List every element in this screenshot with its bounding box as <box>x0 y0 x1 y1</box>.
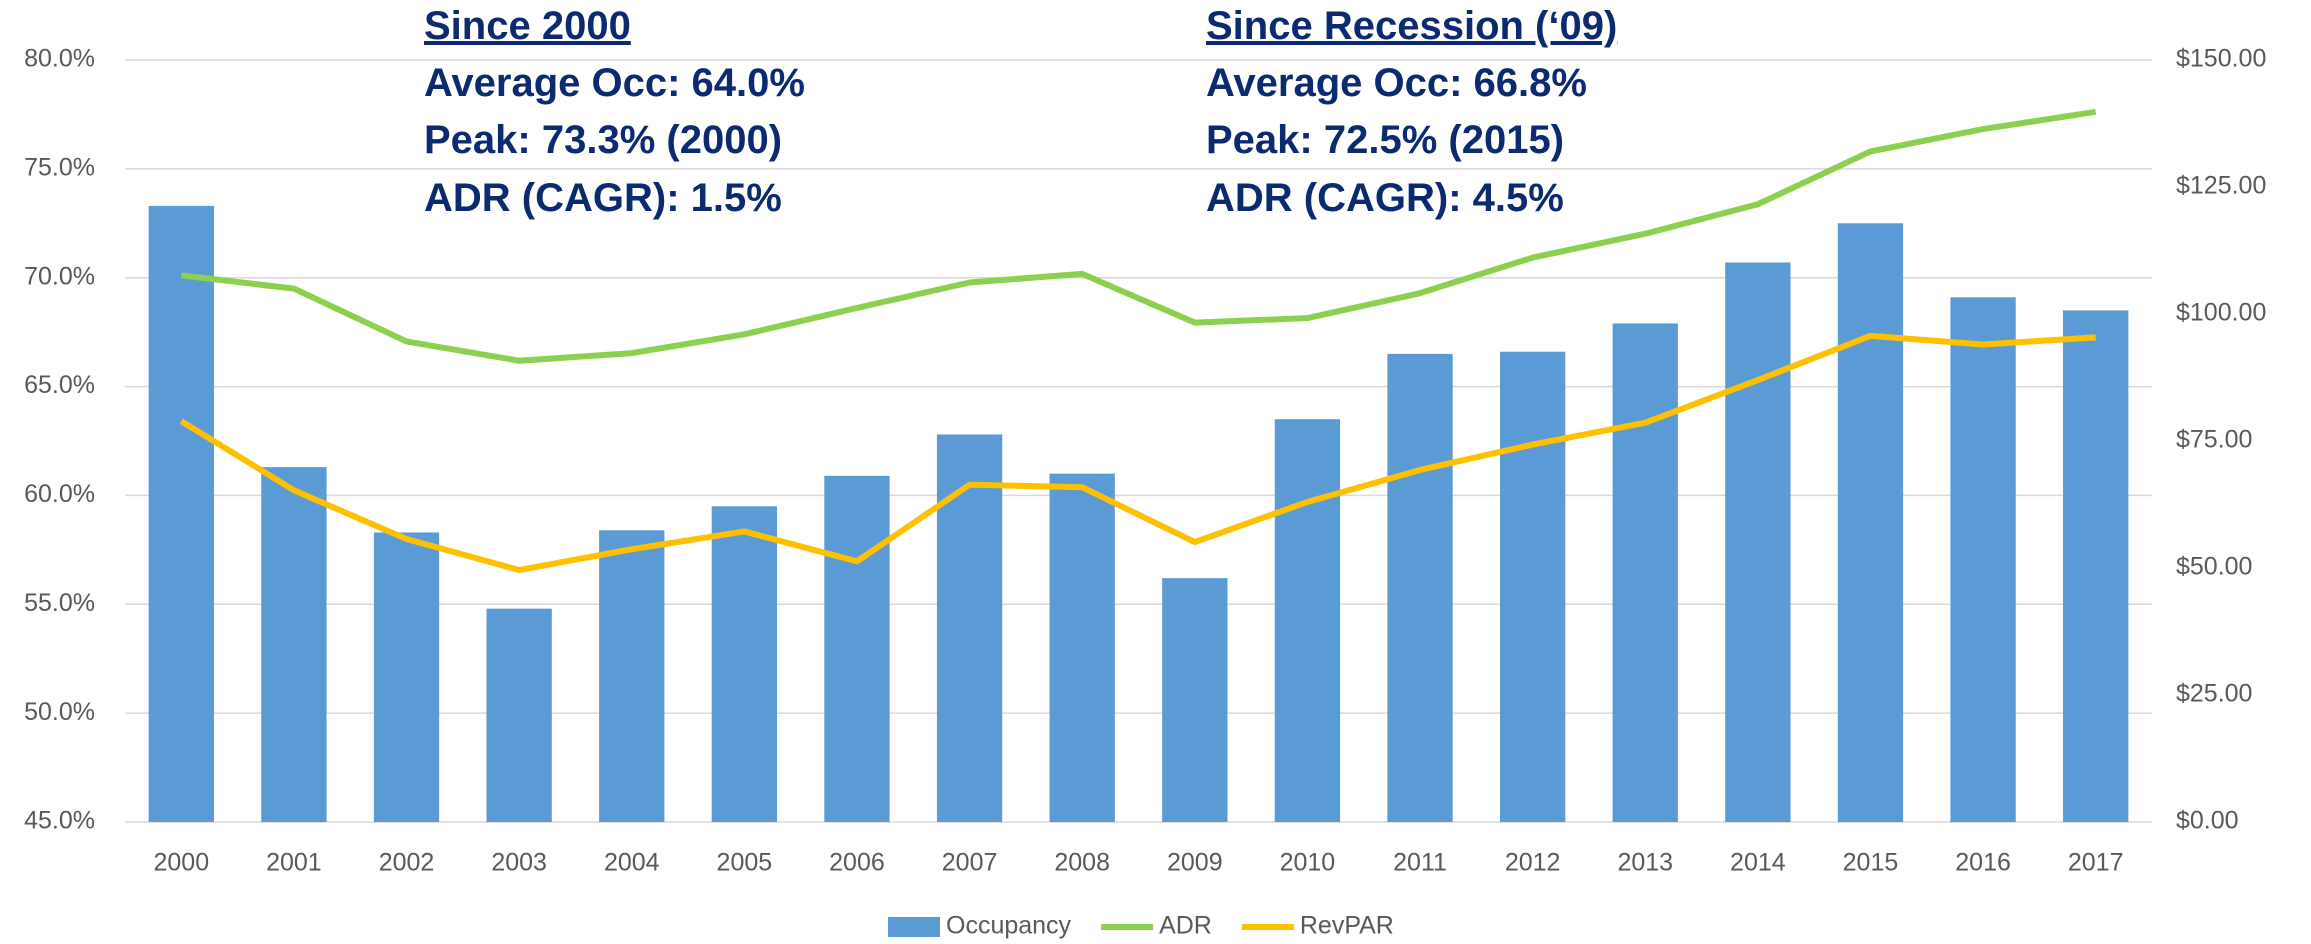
legend-label: RevPAR <box>1300 912 1394 940</box>
y2-tick-label: $50.00 <box>2176 553 2252 581</box>
annotation-line: ADR (CAGR): 1.5% <box>424 176 782 220</box>
y-tick-label: 45.0% <box>24 807 95 835</box>
x-tick-label: 2011 <box>1393 849 1447 877</box>
annotation-title: Since 2000 <box>424 4 631 48</box>
legend-label: Occupancy <box>946 912 1072 940</box>
x-tick-label: 2006 <box>829 849 885 877</box>
x-tick-label: 2001 <box>266 849 322 877</box>
annotation-line: ADR (CAGR): 4.5% <box>1206 176 1564 220</box>
bar <box>1950 297 2016 822</box>
line-series <box>179 332 2096 574</box>
y-tick-label: 70.0% <box>24 262 95 290</box>
y2-tick-label: $100.00 <box>2176 299 2266 327</box>
y-tick-label: 55.0% <box>24 589 95 617</box>
bar <box>1049 473 1115 822</box>
y-tick-label: 75.0% <box>24 153 95 181</box>
x-tick-label: 2013 <box>1617 849 1673 877</box>
annotation-line: Peak: 73.3% (2000) <box>424 118 782 162</box>
legend-swatch <box>888 917 940 937</box>
x-tick-label: 2003 <box>491 849 547 877</box>
y2-tick-label: $25.00 <box>2176 680 2252 708</box>
bar <box>1387 353 1453 822</box>
x-tick-label: 2008 <box>1054 849 1110 877</box>
legend-label: ADR <box>1159 912 1212 940</box>
x-tick-label: 2005 <box>717 849 773 877</box>
x-tick-label: 2000 <box>153 849 209 877</box>
bar <box>1725 262 1791 823</box>
bar <box>373 532 440 822</box>
bar <box>599 530 665 822</box>
annotation-line: Peak: 72.5% (2015) <box>1206 118 1564 162</box>
bar <box>1612 323 1678 822</box>
y-tick-label: 50.0% <box>24 698 95 726</box>
bar <box>1499 351 1566 822</box>
bar <box>261 467 327 822</box>
bar <box>2063 310 2129 822</box>
x-tick-label: 2010 <box>1280 849 1336 877</box>
annotation-line: Average Occ: 66.8% <box>1206 61 1587 105</box>
bar <box>148 205 214 822</box>
y2-tick-label: $75.00 <box>2176 426 2252 454</box>
y2-tick-label: $125.00 <box>2176 172 2266 200</box>
y2-tick-label: $150.00 <box>2176 45 2266 73</box>
x-tick-label: 2014 <box>1730 849 1786 877</box>
line-series <box>180 108 2097 364</box>
y-tick-label: 65.0% <box>24 371 95 399</box>
bar <box>1162 578 1228 822</box>
bar <box>824 475 890 822</box>
y-tick-label: 80.0% <box>24 45 95 73</box>
x-tick-label: 2012 <box>1505 849 1561 877</box>
bar <box>936 434 1003 822</box>
y-tick-label: 60.0% <box>24 480 95 508</box>
y2-tick-label: $0.00 <box>2176 807 2239 835</box>
x-tick-label: 2009 <box>1167 849 1223 877</box>
x-tick-label: 2002 <box>379 849 435 877</box>
x-tick-label: 2004 <box>604 849 660 877</box>
x-tick-label: 2007 <box>942 849 998 877</box>
x-tick-label: 2015 <box>1843 849 1899 877</box>
annotation-line: Average Occ: 64.0% <box>424 61 805 105</box>
bar <box>486 608 552 822</box>
bar <box>711 506 778 822</box>
bar <box>1274 419 1341 822</box>
bar <box>1837 223 1904 823</box>
x-tick-label: 2016 <box>1955 849 2011 877</box>
annotation-title: Since Recession (‘09) <box>1206 4 1617 48</box>
x-tick-label: 2017 <box>2068 849 2124 877</box>
